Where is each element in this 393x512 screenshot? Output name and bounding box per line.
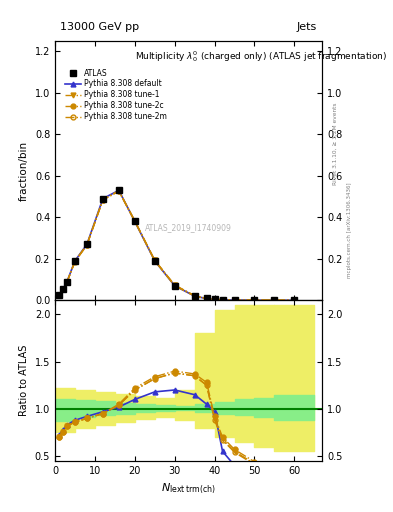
X-axis label: $N_{\mathrm{lext\,trm(ch)}}$: $N_{\mathrm{lext\,trm(ch)}}$ [161, 481, 216, 496]
Text: Jets: Jets [297, 22, 317, 32]
Y-axis label: fraction/bin: fraction/bin [19, 141, 29, 201]
Text: Multiplicity $\lambda_0^0$ (charged only) (ATLAS jet fragmentation): Multiplicity $\lambda_0^0$ (charged only… [135, 49, 387, 63]
Text: mcplots.cern.ch [arXiv:1306.3436]: mcplots.cern.ch [arXiv:1306.3436] [347, 183, 352, 278]
Text: ATLAS_2019_I1740909: ATLAS_2019_I1740909 [145, 223, 232, 232]
Text: Rivet 3.1.10, ≥ 3.2M events: Rivet 3.1.10, ≥ 3.2M events [333, 102, 338, 185]
Text: 13000 GeV pp: 13000 GeV pp [61, 22, 140, 32]
Legend: ATLAS, Pythia 8.308 default, Pythia 8.308 tune-1, Pythia 8.308 tune-2c, Pythia 8: ATLAS, Pythia 8.308 default, Pythia 8.30… [62, 66, 170, 124]
Y-axis label: Ratio to ATLAS: Ratio to ATLAS [19, 345, 29, 416]
